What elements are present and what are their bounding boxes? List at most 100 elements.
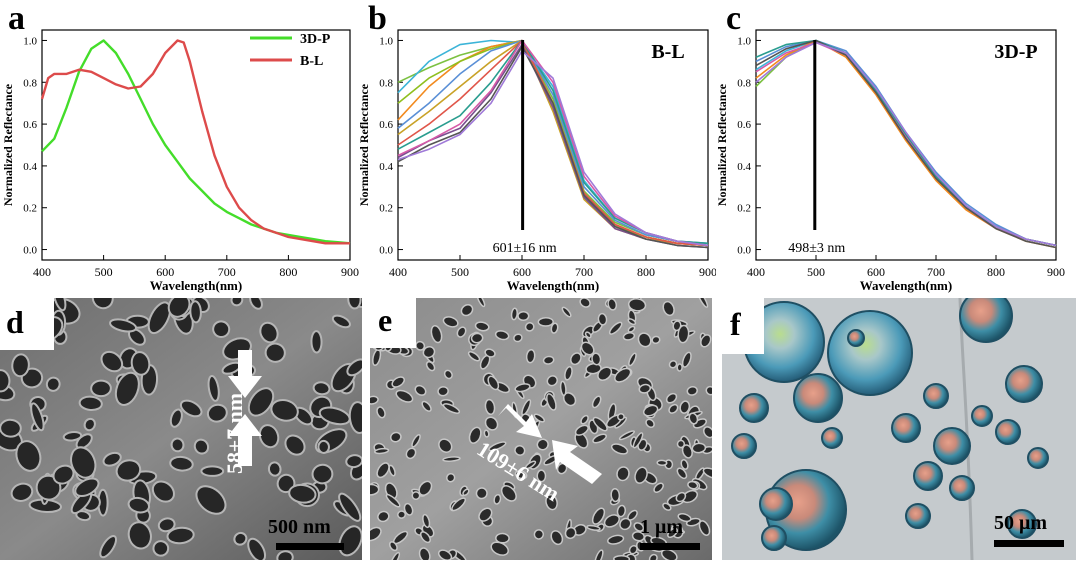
pore — [533, 413, 546, 423]
pore — [200, 465, 225, 477]
plot-frame — [41, 29, 351, 261]
series-line-s2 — [397, 39, 709, 247]
x-tick-label: 900 — [699, 265, 716, 279]
x-tick-label: 800 — [279, 265, 297, 279]
pore — [195, 485, 227, 515]
pore — [680, 459, 689, 470]
up-arrow-icon — [228, 414, 262, 466]
left-arrow-icon — [552, 440, 602, 484]
pore — [545, 393, 557, 411]
pore — [267, 461, 282, 477]
pore — [425, 361, 436, 372]
series-line-s9 — [397, 43, 709, 249]
y-tick-label: 1.0 — [737, 35, 751, 47]
arrows-d — [228, 350, 262, 466]
pore — [230, 298, 244, 307]
sem-texture-d — [0, 298, 362, 560]
pore — [233, 531, 248, 546]
pore — [667, 527, 678, 538]
pore — [559, 380, 567, 397]
pore — [451, 497, 467, 512]
y-axis-label: Normalized Reflectance — [357, 83, 371, 206]
series-line-3D-P — [41, 39, 351, 245]
pore — [628, 544, 638, 555]
pore — [127, 496, 151, 514]
pore — [662, 300, 675, 317]
pore — [691, 442, 707, 454]
chart-a: 400 500 600 700 800 900 0.0 0.2 0.4 0.6 0.8 1.0 Wave… — [1, 29, 359, 293]
optical-micrograph-f: f 50 μm — [722, 298, 1076, 560]
pore — [517, 310, 530, 322]
sem-texture-e — [370, 298, 712, 560]
pore — [115, 459, 142, 482]
x-tick-label: 600 — [867, 265, 885, 279]
x-tick-label: 800 — [637, 265, 655, 279]
pore — [415, 340, 426, 351]
pore — [377, 510, 390, 523]
pore — [524, 460, 537, 470]
x-tick-label: 600 — [156, 265, 174, 279]
bead — [923, 383, 949, 409]
pore — [493, 493, 502, 505]
pore — [438, 438, 453, 453]
y-axis-label: Normalized Reflectance — [715, 83, 729, 206]
series-line-s8 — [755, 41, 1057, 247]
pore — [631, 531, 645, 542]
pore — [627, 298, 647, 312]
pore — [405, 447, 417, 460]
pore — [52, 464, 75, 485]
y-tick-label: 0.6 — [379, 119, 393, 131]
pore — [617, 412, 625, 421]
pore — [545, 493, 558, 511]
x-tick-label: 400 — [33, 265, 51, 279]
x-tick-label: 500 — [95, 265, 113, 279]
pore — [579, 298, 591, 308]
pore — [478, 507, 493, 522]
bead — [821, 427, 843, 449]
y-tick-label: 0.8 — [23, 77, 37, 89]
pore — [189, 300, 202, 324]
pore — [550, 530, 564, 546]
bead — [971, 405, 993, 427]
peak-annotation: 601±16 nm — [493, 241, 557, 256]
y-tick-label: 1.0 — [379, 35, 393, 47]
y-tick-label: 0.4 — [23, 161, 37, 173]
pore — [414, 384, 427, 396]
y-tick-label: 0.0 — [23, 245, 37, 257]
pore — [633, 522, 645, 532]
pore — [490, 541, 509, 556]
optical-texture-f — [722, 298, 1076, 560]
bead — [759, 487, 793, 521]
pore — [494, 330, 510, 341]
pore — [376, 462, 390, 479]
pore — [697, 298, 709, 308]
right-arrow-icon — [498, 404, 542, 438]
series-line-s10 — [397, 39, 709, 247]
pore — [637, 332, 652, 348]
pore — [264, 342, 286, 363]
bead — [933, 427, 971, 465]
pore — [656, 459, 668, 467]
pore — [524, 322, 535, 332]
pore — [130, 351, 151, 376]
pore — [421, 400, 432, 412]
pore — [681, 351, 692, 368]
bead — [905, 503, 931, 529]
pore — [470, 332, 484, 344]
pore — [249, 298, 263, 310]
pore — [317, 439, 330, 454]
pore — [0, 369, 11, 393]
pore — [157, 517, 176, 533]
pore — [152, 540, 170, 557]
arrows-e — [498, 404, 602, 484]
pore — [442, 316, 459, 328]
pore — [677, 324, 690, 344]
pore — [681, 444, 693, 459]
pore — [147, 301, 172, 335]
pore — [688, 412, 699, 425]
pore — [608, 321, 623, 335]
pore — [338, 525, 362, 557]
pore — [703, 426, 712, 439]
x-tick-label: 400 — [389, 265, 407, 279]
series-line-s3 — [755, 39, 1057, 249]
